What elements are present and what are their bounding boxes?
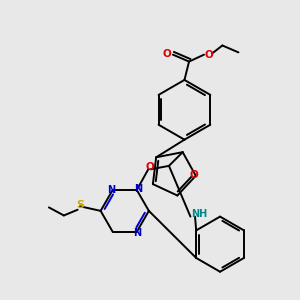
Text: S: S xyxy=(76,200,84,210)
Text: N: N xyxy=(133,228,141,238)
Text: O: O xyxy=(204,50,213,60)
Text: NH: NH xyxy=(191,209,208,219)
Text: O: O xyxy=(189,169,198,180)
Text: N: N xyxy=(134,184,142,194)
Text: N: N xyxy=(107,185,116,195)
Text: O: O xyxy=(163,49,172,58)
Text: O: O xyxy=(145,162,154,172)
